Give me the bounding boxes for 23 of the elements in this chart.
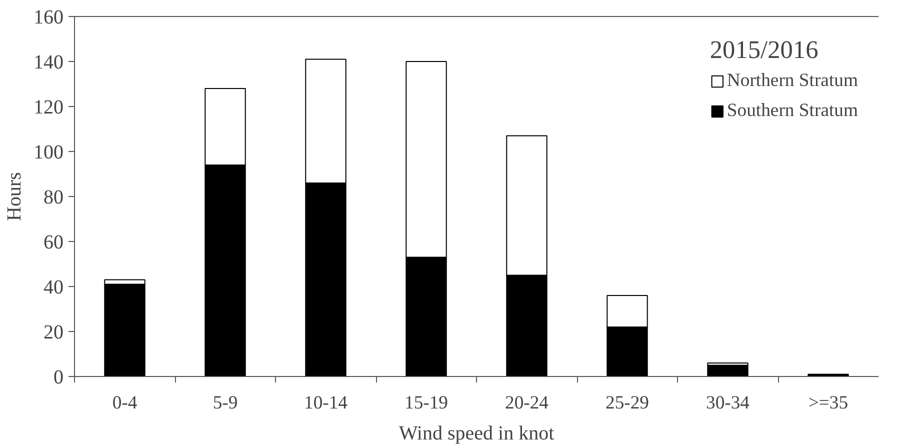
- x-tick-label: 5-9: [212, 392, 238, 414]
- x-tick-label: 0-4: [112, 392, 138, 414]
- x-tick-label: >=35: [808, 392, 848, 414]
- y-tick-label: 40: [44, 276, 64, 298]
- x-tick-label: 20-24: [504, 392, 550, 414]
- y-axis-title: Hours: [4, 172, 26, 221]
- y-tick-label: 0: [54, 366, 64, 388]
- legend-label: Northern Stratum: [726, 70, 858, 92]
- y-tick-label: 60: [44, 232, 64, 254]
- y-tick-label: 20: [44, 322, 64, 344]
- bar: [104, 284, 146, 376]
- y-tick-label: 140: [34, 52, 64, 74]
- x-tick-label: 30-34: [706, 392, 750, 414]
- x-tick-label: 10-14: [304, 392, 348, 414]
- y-tick-label: 120: [34, 96, 64, 118]
- y-tick-label: 160: [34, 6, 64, 28]
- x-axis-title: Wind speed in knot: [398, 422, 555, 444]
- legend-title: 2015/2016: [710, 36, 820, 65]
- legend-label: Southern Stratum: [726, 100, 858, 122]
- y-tick-label: 100: [34, 142, 64, 164]
- x-tick-label: 25-29: [605, 392, 650, 414]
- y-tick-label: 80: [44, 186, 64, 208]
- x-tick-label: 15-19: [404, 392, 448, 414]
